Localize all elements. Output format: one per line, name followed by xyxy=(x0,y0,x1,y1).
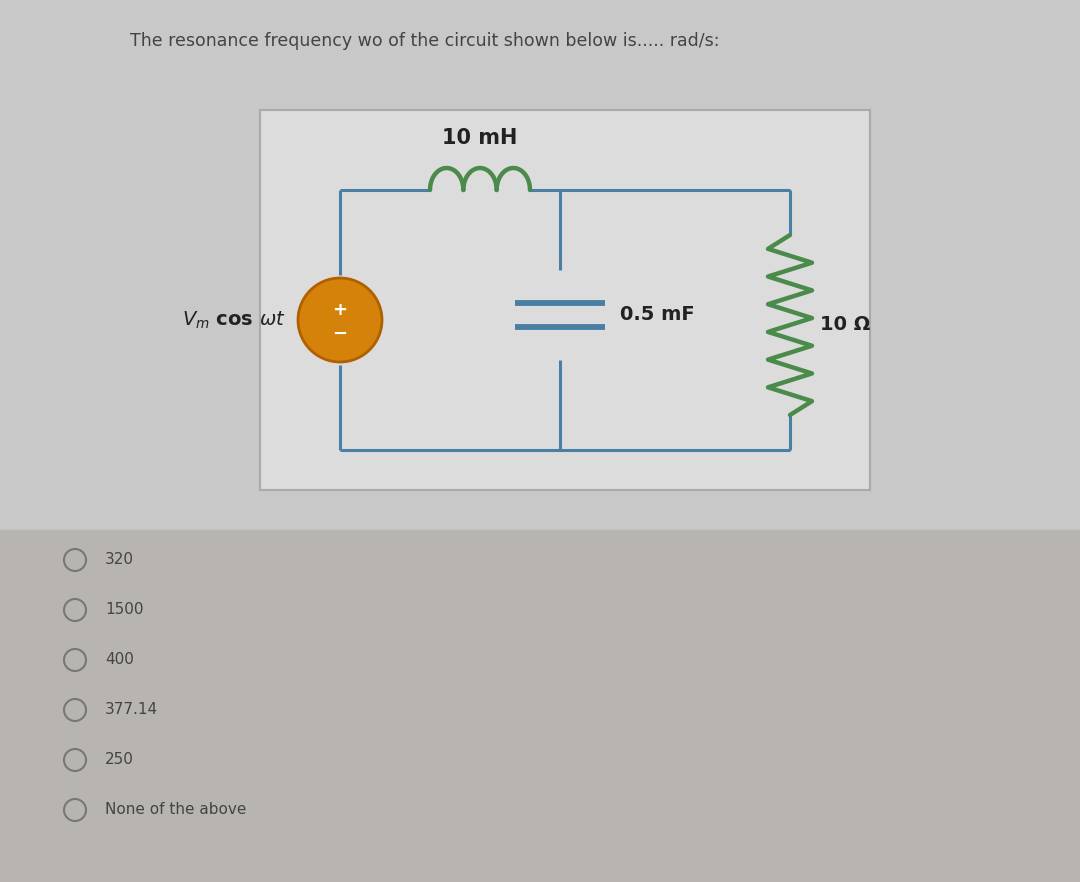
Bar xyxy=(0,530,1080,882)
Text: 377.14: 377.14 xyxy=(105,702,158,717)
Circle shape xyxy=(298,278,382,362)
Text: 0.5 mF: 0.5 mF xyxy=(620,305,694,325)
Text: 320: 320 xyxy=(105,552,134,567)
Text: −: − xyxy=(333,325,348,343)
Text: +: + xyxy=(333,301,348,319)
Text: 1500: 1500 xyxy=(105,602,144,617)
Text: None of the above: None of the above xyxy=(105,803,246,818)
Bar xyxy=(260,110,870,490)
Text: 400: 400 xyxy=(105,653,134,668)
Text: 10 Ω: 10 Ω xyxy=(820,316,870,334)
Bar xyxy=(0,0,1080,530)
Text: 10 mH: 10 mH xyxy=(443,128,517,148)
Text: 250: 250 xyxy=(105,752,134,767)
Text: The resonance frequency wo of the circuit shown below is..... rad/s:: The resonance frequency wo of the circui… xyxy=(130,32,719,50)
Text: $\mathit{V_m}$ cos $\omega t$: $\mathit{V_m}$ cos $\omega t$ xyxy=(183,310,286,331)
